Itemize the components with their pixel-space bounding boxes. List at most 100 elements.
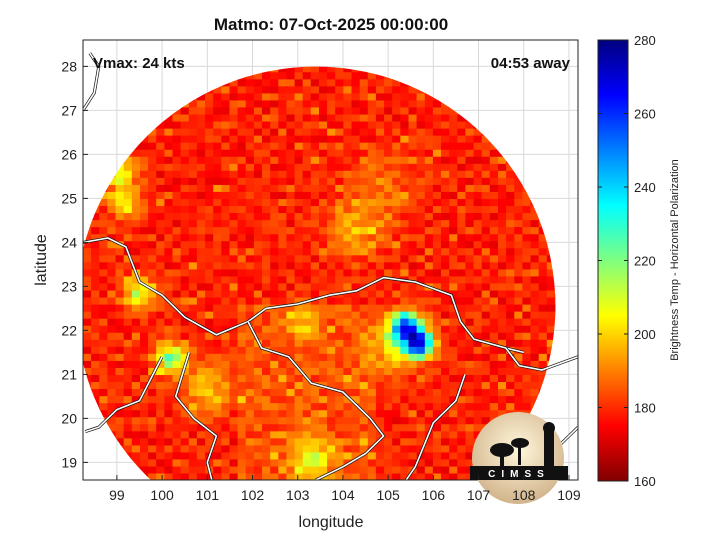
swath-cell [351, 135, 361, 143]
swath-cell [245, 367, 255, 376]
swath-cell [473, 205, 483, 214]
swath-cell [449, 451, 458, 460]
swath-cell [359, 254, 369, 263]
swath-cell [473, 332, 483, 340]
swath-cell [489, 212, 499, 221]
swath-cell [286, 423, 296, 432]
swath-cell [180, 325, 190, 333]
swath-cell [432, 106, 442, 115]
swath-cell [498, 388, 507, 397]
swath-cell [294, 374, 304, 383]
swath-cell [432, 332, 442, 340]
swath-cell [83, 254, 92, 263]
swath-cell [245, 304, 255, 312]
swath-cell [294, 437, 304, 446]
swath-cell [327, 85, 336, 94]
swath-cell [498, 268, 507, 277]
swath-cell [180, 346, 190, 354]
swath-cell [131, 374, 141, 383]
swath-cell [91, 367, 100, 376]
swath-cell [335, 92, 344, 101]
swath-cell [424, 332, 434, 340]
swath-cell [188, 353, 198, 361]
swath-cell [286, 78, 296, 87]
swath-cell [245, 106, 255, 115]
swath-cell [164, 381, 174, 390]
swath-cell [302, 226, 312, 235]
swath-cell [465, 374, 475, 383]
swath-cell [375, 106, 385, 115]
swath-cell [270, 198, 279, 207]
swath-cell [294, 444, 304, 453]
swath-cell [424, 381, 434, 390]
swath-cell [253, 191, 263, 200]
swath-cell [498, 325, 507, 333]
swath-cell [131, 346, 141, 354]
swath-cell [196, 353, 206, 361]
swath-cell [408, 367, 418, 376]
swath-cell [196, 113, 206, 122]
swath-cell [351, 465, 361, 474]
swath-cell [432, 282, 442, 291]
swath-cell [262, 416, 271, 425]
swath-cell [213, 85, 222, 94]
swath-cell [196, 268, 206, 277]
swath-cell [367, 149, 377, 157]
swath-cell [514, 275, 524, 284]
swath-cell [245, 99, 255, 108]
swath-cell [367, 233, 377, 242]
swath-cell [180, 353, 190, 361]
swath-cell [457, 409, 467, 418]
swath-cell [83, 275, 92, 284]
swath-cell [123, 409, 133, 418]
swath-cell [205, 113, 214, 122]
swath-cell [489, 381, 499, 390]
swath-cell [473, 346, 483, 354]
swath-cell [278, 282, 288, 291]
swath-cell [327, 275, 336, 284]
swath-cell [538, 247, 548, 256]
swath-cell [213, 311, 222, 319]
swath-cell [107, 416, 117, 425]
swath-cell [221, 367, 231, 376]
swath-cell [424, 156, 434, 164]
swath-cell [213, 233, 222, 242]
swath-cell [384, 353, 393, 361]
swath-cell [107, 240, 117, 249]
swath-cell [156, 402, 165, 411]
swath-cell [489, 374, 499, 383]
swath-cell [156, 198, 165, 207]
swath-cell [457, 311, 467, 319]
swath-cell [343, 367, 353, 376]
swath-cell [131, 282, 141, 291]
swath-cell [262, 473, 271, 480]
swath-cell [375, 353, 385, 361]
swath-cell [343, 156, 353, 164]
swath-cell [180, 163, 190, 171]
swath-cell [107, 304, 117, 312]
swath-cell [286, 212, 296, 221]
swath-cell [302, 275, 312, 284]
swath-cell [245, 388, 255, 397]
swath-cell [245, 177, 255, 185]
swath-cell [237, 106, 247, 115]
swath-cell [424, 177, 434, 185]
swath-cell [473, 198, 483, 207]
swath-cell [457, 191, 467, 200]
swath-cell [335, 458, 344, 467]
swath-cell [123, 163, 133, 171]
swath-cell [457, 325, 467, 333]
swath-cell [457, 304, 467, 312]
swath-cell [441, 402, 450, 411]
swath-cell [351, 78, 361, 87]
swath-cell [327, 339, 336, 347]
swath-cell [245, 191, 255, 200]
swath-cell [270, 444, 279, 453]
swath-cell [416, 233, 426, 242]
swath-cell [213, 465, 222, 474]
swath-cell [473, 191, 483, 200]
swath-cell [441, 346, 450, 354]
swath-cell [319, 444, 328, 453]
swath-cell [140, 360, 149, 368]
swath-cell [343, 381, 353, 390]
